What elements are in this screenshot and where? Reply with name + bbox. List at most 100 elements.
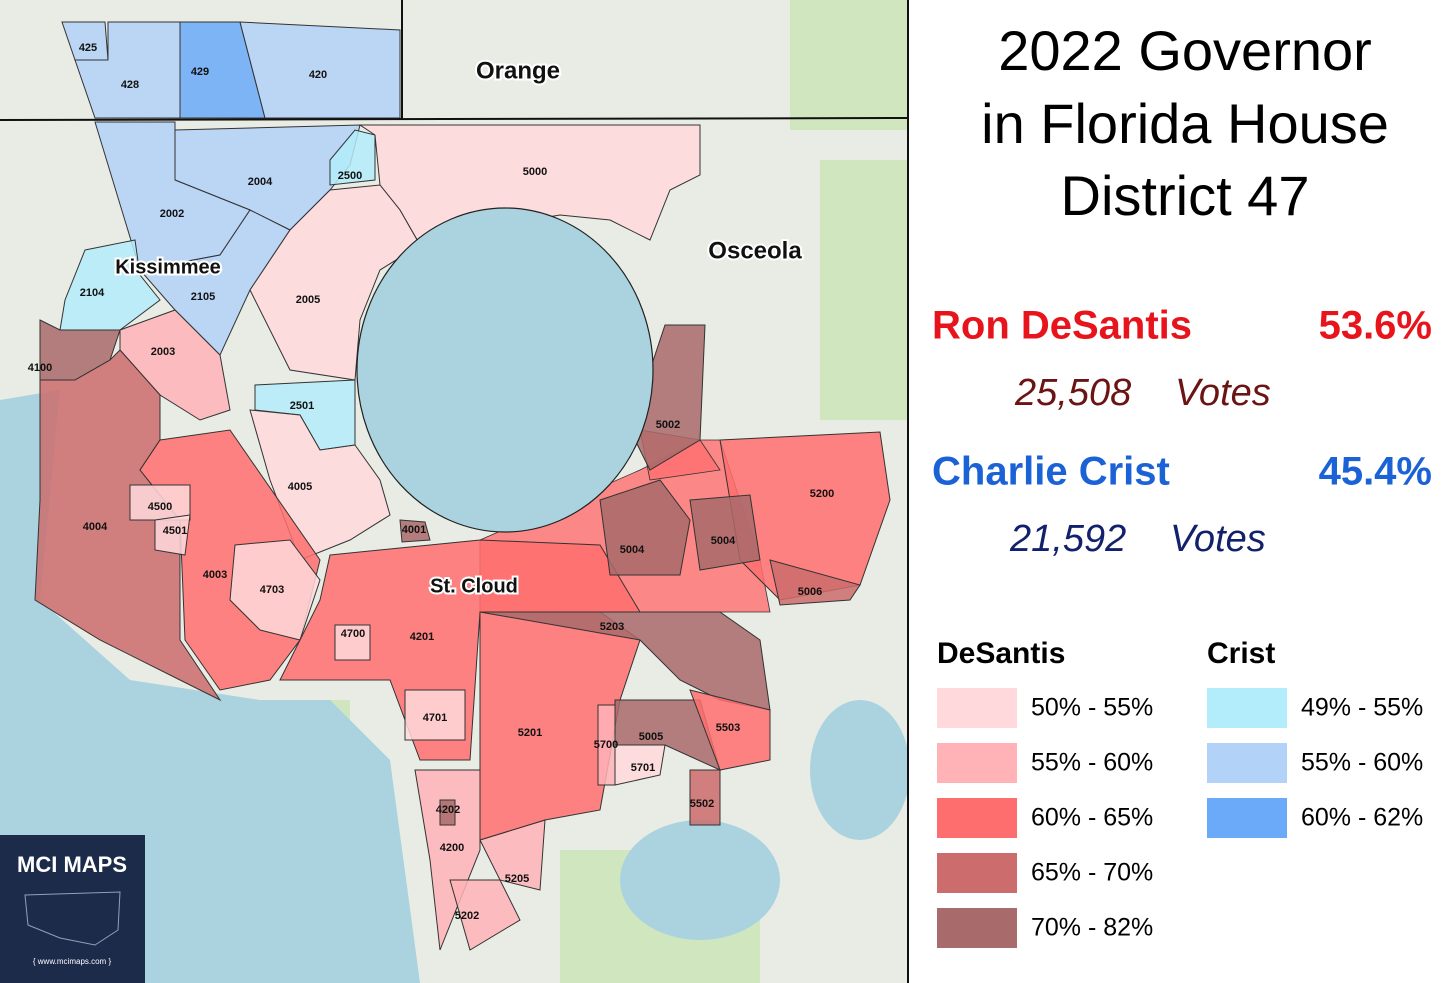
title: 2022 Governor <box>998 19 1372 82</box>
precinct-label: 4500 <box>148 501 172 513</box>
precinct-label: 5200 <box>810 488 834 500</box>
legend-swatch <box>1207 688 1287 728</box>
precinct <box>334 624 371 661</box>
park <box>820 160 908 420</box>
precinct-label: 2105 <box>191 291 215 303</box>
precinct-label: 2501 <box>290 400 314 412</box>
candidate-name: Ron DeSantis <box>932 304 1192 348</box>
legend-label: 55% - 60% <box>1301 749 1423 777</box>
precinct <box>279 539 641 761</box>
precinct-label: 4200 <box>440 842 464 854</box>
legend-swatch <box>937 688 1017 728</box>
precinct <box>449 879 521 951</box>
precinct-label: 4703 <box>260 584 284 596</box>
precinct-label: 5202 <box>455 910 479 922</box>
place-label: Osceola <box>708 237 802 264</box>
park <box>790 0 908 130</box>
legend-swatch <box>1207 743 1287 783</box>
title: in Florida House <box>981 92 1389 155</box>
precinct-label: 5004 <box>620 544 645 556</box>
precinct-label: 4001 <box>402 524 426 536</box>
precinct-label: 4202 <box>436 804 460 816</box>
precinct <box>599 479 691 576</box>
precinct-label: 5203 <box>600 621 624 633</box>
precinct-label: 5002 <box>656 419 680 431</box>
precinct <box>689 494 761 571</box>
legend-label: 60% - 62% <box>1301 804 1423 832</box>
precinct-label: 5701 <box>631 762 655 774</box>
east-lake-tohopekaliga <box>356 207 654 533</box>
candidate-percent: 53.6% <box>1319 304 1432 348</box>
candidate-name: Charlie Crist <box>932 450 1170 494</box>
precinct-label: 5502 <box>690 798 714 810</box>
legend-label: 50% - 55% <box>1031 694 1153 722</box>
legend-label: 65% - 70% <box>1031 859 1153 887</box>
alligator-lake <box>810 700 910 840</box>
precincts: 425 428 429 420 2004 2002 2105 2104 2500 5000 2005… <box>28 21 891 951</box>
precinct <box>59 239 161 331</box>
precinct-label: 425 <box>79 42 97 54</box>
candidate-percent: 45.4% <box>1319 450 1432 494</box>
water <box>0 390 910 983</box>
title: District 47 <box>1061 164 1310 227</box>
precinct <box>689 769 721 826</box>
precinct <box>129 484 191 521</box>
logo-us-outline <box>24 891 121 946</box>
precinct-label: 4501 <box>163 525 187 537</box>
precinct-label: 4004 <box>83 521 108 533</box>
precinct-label: 5005 <box>639 731 663 743</box>
precinct-label: 5201 <box>518 727 542 739</box>
logo-brand: MCI MAPS <box>17 852 127 877</box>
legend-swatch <box>937 798 1017 838</box>
legend-title: DeSantis <box>937 637 1065 670</box>
precinct-label: 428 <box>121 79 139 91</box>
legend-label: 70% - 82% <box>1031 914 1153 942</box>
legend-label: 55% - 60% <box>1031 749 1153 777</box>
legend-swatch <box>937 908 1017 948</box>
precinct <box>154 514 191 556</box>
precinct-label: 429 <box>191 66 209 78</box>
precinct-label: 2003 <box>151 346 175 358</box>
precinct-label: 5000 <box>523 166 547 178</box>
lake <box>620 820 780 940</box>
precinct-label: 5503 <box>716 722 740 734</box>
precinct-label: 4700 <box>341 628 365 640</box>
precinct-label: 2005 <box>296 294 320 306</box>
precinct <box>769 559 861 606</box>
legend-label: 49% - 55% <box>1301 694 1423 722</box>
legend-swatch <box>1207 798 1287 838</box>
place-label: St. Cloud <box>430 575 518 597</box>
precinct-label: 2500 <box>338 170 362 182</box>
precinct-label: 4201 <box>410 631 434 643</box>
votes-word: Votes <box>1175 372 1271 414</box>
precinct-label: 2104 <box>80 287 105 299</box>
legend-label: 60% - 65% <box>1031 804 1153 832</box>
votes-word: Votes <box>1170 518 1266 560</box>
legend-title: Crist <box>1207 637 1275 670</box>
precinct <box>249 184 421 381</box>
precinct-label: 2002 <box>160 208 184 220</box>
precinct <box>399 519 431 543</box>
legend-swatch <box>937 743 1017 783</box>
precinct-label: 2004 <box>248 176 273 188</box>
precinct <box>439 799 456 826</box>
precinct <box>689 689 771 771</box>
precinct-label: 5205 <box>505 873 529 885</box>
logo <box>0 835 145 983</box>
candidate-votes: 21,592 <box>1009 518 1126 560</box>
precinct-label: 4005 <box>288 481 312 493</box>
county-line <box>0 117 909 121</box>
candidate-votes: 25,508 <box>1014 372 1131 414</box>
precinct-label: 5004 <box>711 535 736 547</box>
precinct <box>404 689 466 741</box>
precinct-label: 4100 <box>28 362 52 374</box>
precinct-label: 5006 <box>798 586 822 598</box>
place-label: Orange <box>476 57 560 84</box>
precinct <box>329 129 376 186</box>
legend-swatch <box>937 853 1017 893</box>
precinct-label: 420 <box>309 69 327 81</box>
precinct-label: 5700 <box>594 739 618 751</box>
precinct <box>614 699 721 771</box>
